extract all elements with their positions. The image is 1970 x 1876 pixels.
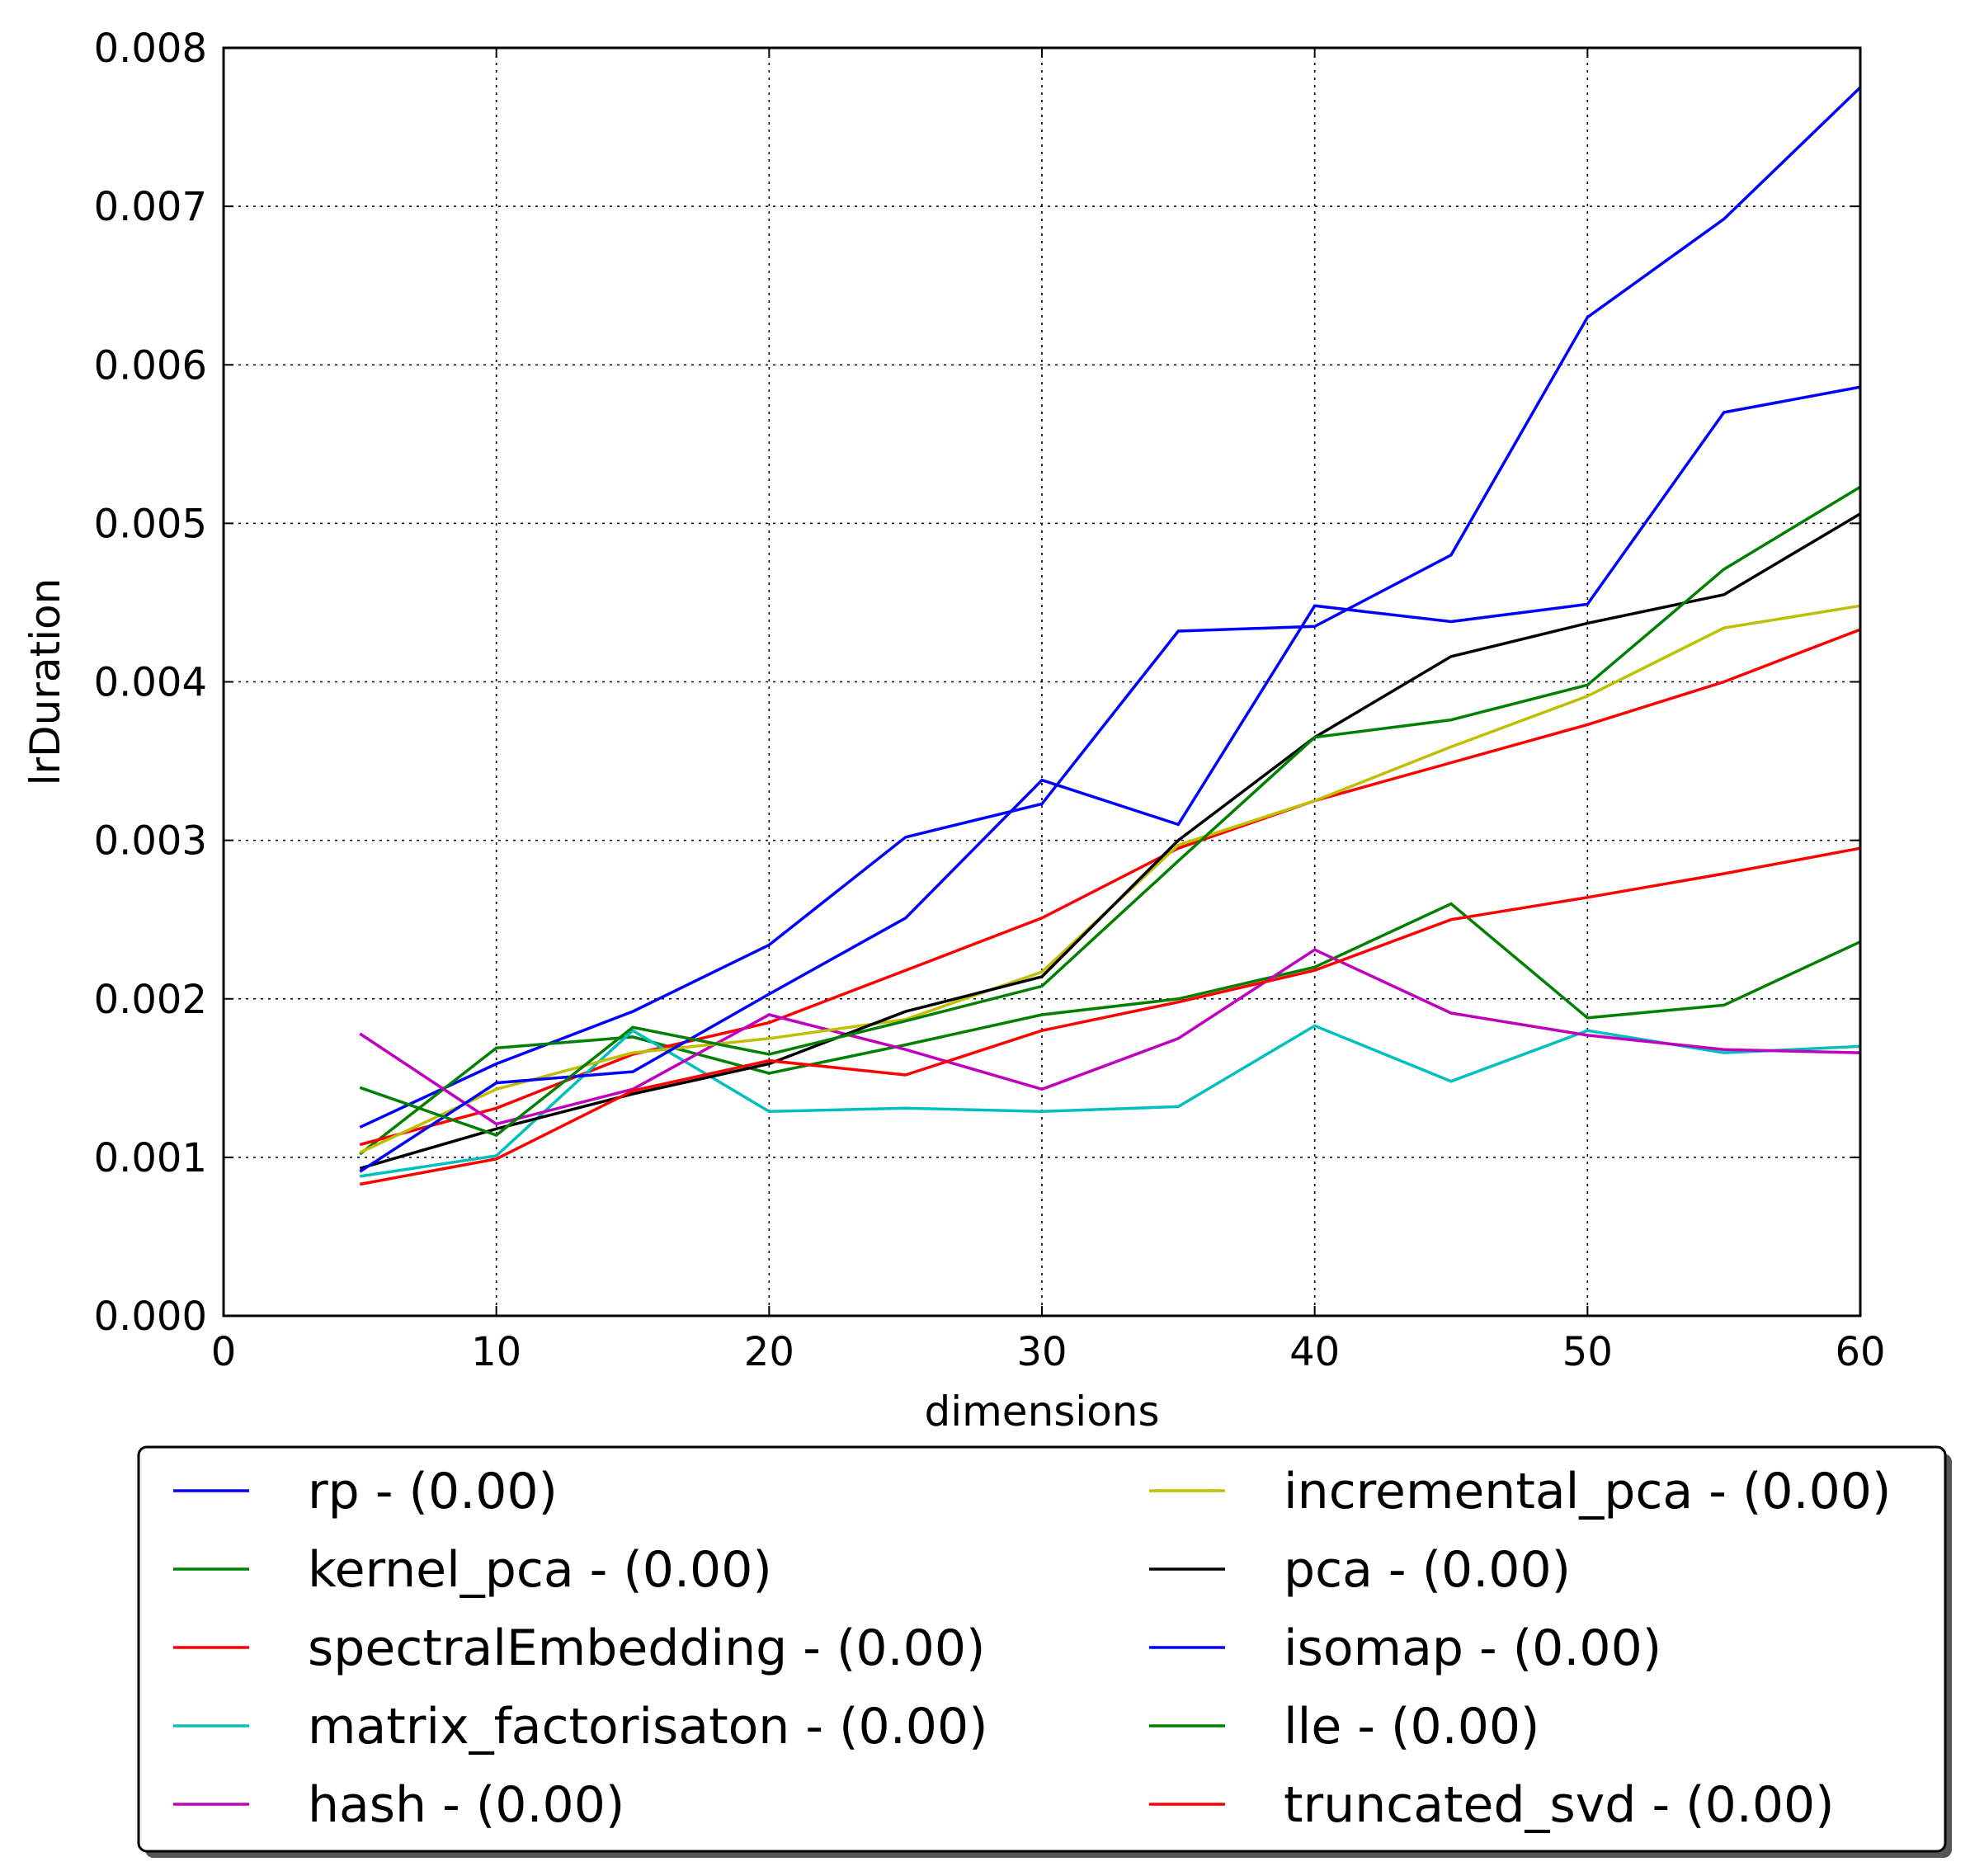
legend-label-incremental-pca: incremental_pca - (0.00) xyxy=(1284,1463,1891,1520)
series-line-kernel-pca xyxy=(359,902,1861,1156)
ticks: 0 10 20 30 40 50 60 0.000 0.001 0.002 0.003 0.004 0.… xyxy=(94,26,1886,1375)
y-axis-label: lrDuration xyxy=(21,578,69,786)
series-line-truncated-svd xyxy=(359,846,1861,1186)
x-tick-label: 20 xyxy=(744,1329,794,1375)
series-line-hash xyxy=(359,948,1861,1126)
legend-label-truncated-svd: truncated_svd - (0.00) xyxy=(1284,1776,1835,1834)
series-line-rp xyxy=(359,86,1862,1129)
y-tick-label: 0.006 xyxy=(94,342,207,389)
series-layer xyxy=(359,86,1862,1186)
series-line-isomap xyxy=(359,385,1861,1173)
legend-label-hash: hash - (0.00) xyxy=(308,1776,624,1834)
legend-label-rp: rp - (0.00) xyxy=(308,1463,558,1520)
x-tick-label: 0 xyxy=(211,1329,237,1375)
y-tick-label: 0.005 xyxy=(94,501,207,547)
x-tick-label: 60 xyxy=(1835,1329,1885,1375)
y-tick-label: 0.002 xyxy=(94,977,207,1023)
legend: rp - (0.00) kernel_pca - (0.00) spectralEm… xyxy=(137,1445,1952,1858)
y-tick-label: 0.004 xyxy=(94,660,207,706)
x-tick-label: 50 xyxy=(1562,1329,1613,1375)
series-line-lle xyxy=(359,485,1861,1137)
legend-label-matrix-factorisaton: matrix_factorisaton - (0.00) xyxy=(308,1698,988,1756)
legend-label-isomap: isomap - (0.00) xyxy=(1284,1619,1661,1677)
legend-label-spectralembedding: spectralEmbedding - (0.00) xyxy=(308,1619,985,1677)
y-tick-label: 0.008 xyxy=(94,26,207,72)
y-tick-label: 0.007 xyxy=(94,184,207,230)
x-tick-label: 30 xyxy=(1016,1329,1067,1375)
legend-label-pca: pca - (0.00) xyxy=(1284,1541,1571,1599)
x-tick-label: 10 xyxy=(471,1329,521,1375)
x-axis-label: dimensions xyxy=(924,1388,1159,1435)
series-line-pca xyxy=(359,512,1861,1170)
y-tick-label: 0.003 xyxy=(94,818,207,865)
y-tick-label: 0.000 xyxy=(94,1294,207,1340)
x-tick-label: 40 xyxy=(1289,1329,1340,1375)
y-tick-label: 0.001 xyxy=(94,1135,207,1181)
series-line-matrix-factorisaton xyxy=(360,1024,1861,1178)
legend-label-lle: lle - (0.00) xyxy=(1284,1698,1539,1756)
series-line-spectralembedding xyxy=(359,628,1861,1147)
legend-label-kernel-pca: kernel_pca - (0.00) xyxy=(308,1541,772,1599)
legend-box xyxy=(137,1445,1947,1853)
